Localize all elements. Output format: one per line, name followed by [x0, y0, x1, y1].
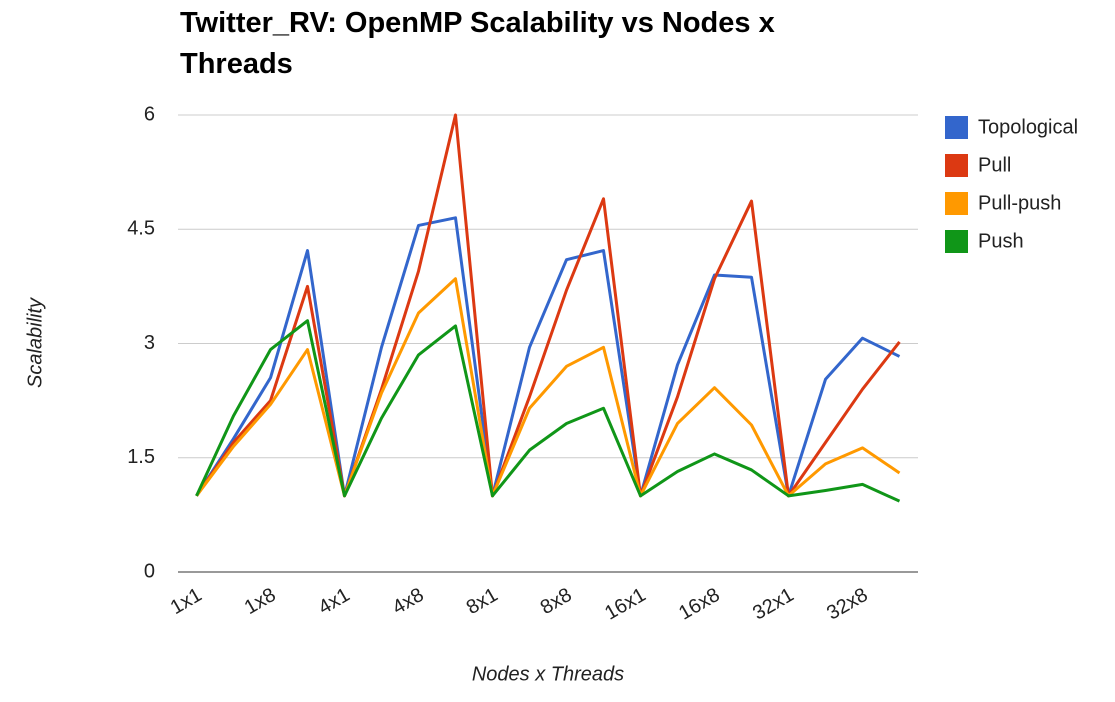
y-tick-label: 0	[144, 560, 155, 582]
legend-swatch	[945, 154, 968, 177]
legend-label: Pull	[978, 154, 1011, 176]
x-tick-label: 4x1	[315, 584, 354, 619]
line-series	[195, 216, 901, 498]
x-tick-label: 1x1	[167, 584, 206, 619]
line-series	[195, 277, 901, 498]
legend-label: Pull-push	[978, 192, 1061, 214]
y-axis-title: Scalability	[24, 297, 46, 388]
x-axis-title: Nodes x Threads	[472, 663, 624, 685]
x-tick-label: 16x8	[675, 584, 724, 625]
legend-swatch	[945, 192, 968, 215]
legend-swatch	[945, 116, 968, 139]
y-tick-label: 1.5	[127, 446, 155, 468]
x-tick-label: 1x8	[241, 584, 280, 619]
y-tick-label: 4.5	[127, 218, 155, 240]
x-tick-label: 4x8	[389, 584, 428, 619]
legend-swatch	[945, 230, 968, 253]
x-tick-label: 32x8	[823, 584, 872, 625]
x-tick-label: 8x8	[537, 584, 576, 619]
line-series	[195, 113, 901, 498]
y-tick-label: 3	[144, 332, 155, 354]
x-tick-label: 16x1	[601, 584, 650, 625]
legend-label: Topological	[978, 116, 1078, 138]
chart-title-line1: Twitter_RV: OpenMP Scalability vs Nodes …	[180, 7, 775, 80]
legend-label: Push	[978, 230, 1024, 252]
x-tick-label: 32x1	[749, 584, 798, 625]
x-tick-label: 8x1	[463, 584, 502, 619]
line-series	[195, 319, 901, 503]
y-tick-label: 6	[144, 103, 155, 125]
